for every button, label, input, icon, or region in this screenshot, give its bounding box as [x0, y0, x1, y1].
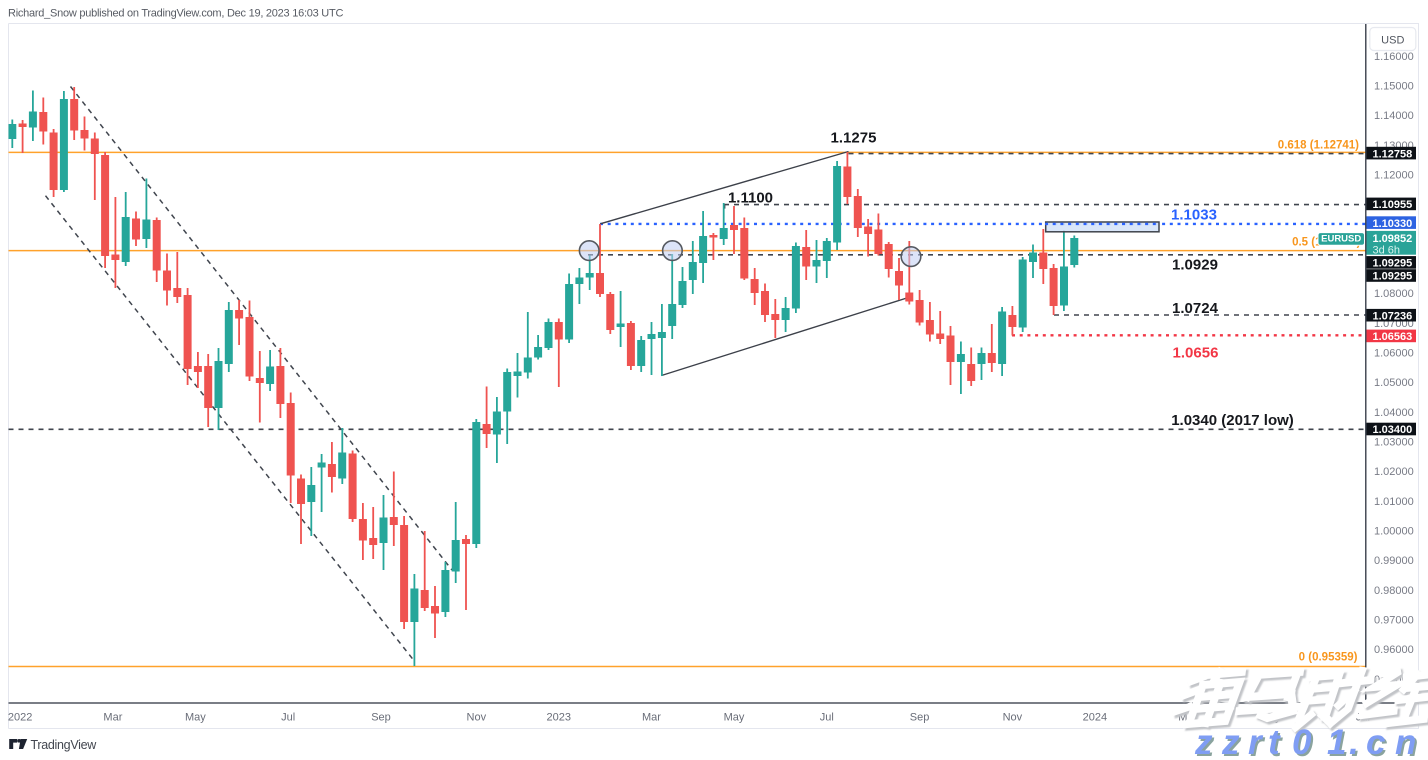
- svg-text:1.14000: 1.14000: [1374, 110, 1414, 122]
- svg-text:Mar: Mar: [642, 712, 661, 724]
- svg-text:1.09852: 1.09852: [1373, 233, 1413, 245]
- svg-text:EURUSD: EURUSD: [1321, 233, 1361, 244]
- svg-text:1.00000: 1.00000: [1374, 526, 1414, 538]
- svg-text:Sep: Sep: [910, 712, 930, 724]
- svg-text:n: n: [1397, 725, 1418, 760]
- svg-text:1.03000: 1.03000: [1374, 437, 1414, 449]
- svg-text:.: .: [1351, 725, 1361, 760]
- svg-text:Nov: Nov: [1003, 712, 1023, 724]
- svg-text:1.09295: 1.09295: [1373, 271, 1413, 283]
- svg-text:1.0656: 1.0656: [1173, 345, 1219, 362]
- svg-text:1.10955: 1.10955: [1373, 199, 1413, 211]
- svg-text:1.15000: 1.15000: [1374, 81, 1414, 93]
- svg-text:May: May: [724, 712, 745, 724]
- svg-text:3d 6h: 3d 6h: [1373, 244, 1401, 256]
- svg-text:1.01000: 1.01000: [1374, 496, 1414, 508]
- svg-text:Sep: Sep: [371, 712, 391, 724]
- svg-text:2022: 2022: [8, 712, 32, 724]
- svg-text:TradingView: TradingView: [31, 738, 98, 752]
- svg-text:z: z: [1194, 723, 1213, 760]
- svg-text:1.06563: 1.06563: [1373, 331, 1413, 343]
- svg-text:z: z: [1223, 725, 1242, 760]
- svg-text:Jul: Jul: [820, 712, 834, 724]
- svg-text:1.03400: 1.03400: [1373, 424, 1413, 436]
- svg-text:Richard_Snow published on Trad: Richard_Snow published on TradingView.co…: [8, 8, 343, 20]
- svg-text:1: 1: [1327, 723, 1346, 760]
- svg-text:1.06000: 1.06000: [1374, 348, 1414, 360]
- svg-text:1.1033: 1.1033: [1171, 207, 1217, 224]
- svg-text:1.0724: 1.0724: [1172, 300, 1219, 317]
- svg-text:1.0929: 1.0929: [1172, 257, 1218, 274]
- svg-text:1: 1: [1329, 725, 1348, 760]
- svg-text:r: r: [1250, 725, 1266, 760]
- svg-text:1.10330: 1.10330: [1373, 218, 1413, 230]
- svg-text:0.96000: 0.96000: [1374, 644, 1414, 656]
- svg-text:Mar: Mar: [103, 712, 122, 724]
- svg-text:1.09295: 1.09295: [1373, 258, 1413, 270]
- svg-text:1.04000: 1.04000: [1374, 407, 1414, 419]
- svg-text:c: c: [1366, 723, 1385, 760]
- svg-text:r: r: [1248, 723, 1264, 760]
- svg-text:0 (0.95359): 0 (0.95359): [1299, 652, 1358, 664]
- svg-text:z: z: [1196, 725, 1215, 760]
- svg-text:1.07236: 1.07236: [1373, 310, 1413, 322]
- svg-text:2023: 2023: [547, 712, 571, 724]
- svg-text:0: 0: [1292, 723, 1312, 760]
- svg-text:1.1275: 1.1275: [831, 130, 877, 147]
- svg-text:t: t: [1270, 725, 1283, 760]
- svg-text:1.12000: 1.12000: [1374, 170, 1414, 182]
- svg-text:0: 0: [1294, 725, 1314, 760]
- svg-text:1.08000: 1.08000: [1374, 288, 1414, 300]
- svg-text:c: c: [1368, 725, 1387, 760]
- svg-text:0.97000: 0.97000: [1374, 615, 1414, 627]
- svg-text:1.16000: 1.16000: [1374, 51, 1414, 63]
- svg-text:1.12758: 1.12758: [1373, 148, 1413, 160]
- svg-text:n: n: [1395, 723, 1416, 760]
- svg-text:1.0340 (2017 low): 1.0340 (2017 low): [1171, 412, 1294, 429]
- svg-text:0.618 (1.12741): 0.618 (1.12741): [1278, 140, 1359, 152]
- svg-text:Jul: Jul: [281, 712, 295, 724]
- svg-text:t: t: [1268, 723, 1281, 760]
- svg-text:USD: USD: [1381, 35, 1404, 47]
- svg-text:0.98000: 0.98000: [1374, 585, 1414, 597]
- svg-text:Nov: Nov: [467, 712, 487, 724]
- svg-text:1.05000: 1.05000: [1374, 377, 1414, 389]
- svg-text:1.02000: 1.02000: [1374, 466, 1414, 478]
- svg-text:z: z: [1221, 723, 1240, 760]
- svg-text:May: May: [185, 712, 206, 724]
- svg-text:2024: 2024: [1083, 712, 1107, 724]
- svg-text:1.1100: 1.1100: [728, 190, 773, 207]
- svg-text:0.99000: 0.99000: [1374, 555, 1414, 567]
- svg-text:.: .: [1349, 723, 1359, 760]
